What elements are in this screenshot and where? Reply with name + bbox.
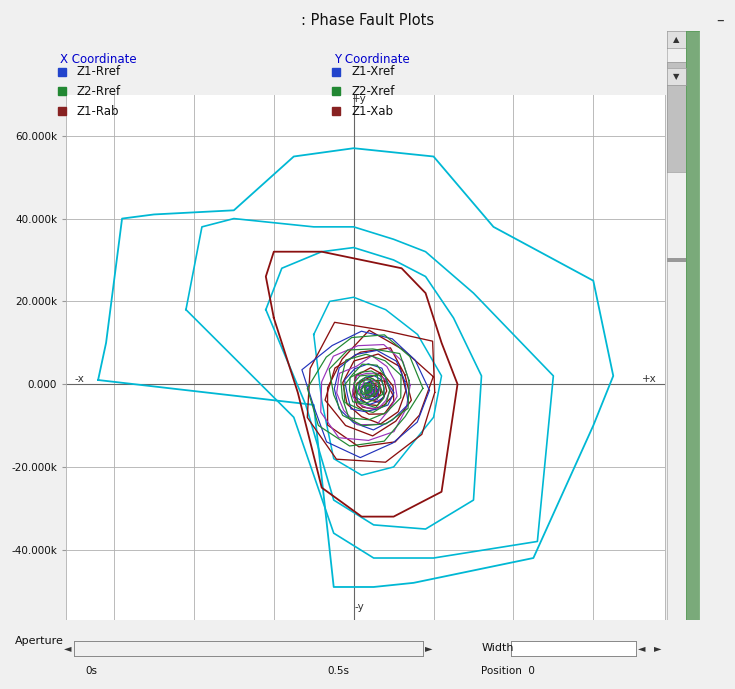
Text: Width: Width [481, 644, 514, 653]
Text: Aperture: Aperture [15, 636, 63, 646]
Text: ▲: ▲ [673, 35, 680, 44]
Text: Z1-Xref: Z1-Xref [351, 65, 395, 79]
Text: X Coordinate: X Coordinate [60, 53, 137, 65]
Text: Z1-Xab: Z1-Xab [351, 105, 393, 118]
Text: -x: -x [74, 374, 84, 384]
Text: : Phase Fault Plots: : Phase Fault Plots [301, 12, 434, 28]
Text: ◄: ◄ [638, 644, 645, 653]
Text: –: – [717, 12, 724, 28]
Text: 0.5s: 0.5s [327, 666, 349, 676]
Text: -y: -y [355, 601, 365, 612]
Text: 0s: 0s [86, 666, 98, 676]
Text: +y: +y [352, 94, 367, 105]
Text: Z2-Xref: Z2-Xref [351, 85, 395, 98]
Text: ►: ► [654, 644, 662, 653]
Text: Y Coordinate: Y Coordinate [334, 53, 410, 65]
Text: +x: +x [642, 374, 657, 384]
Text: Z1-Rab: Z1-Rab [77, 105, 119, 118]
Text: ◄: ◄ [64, 644, 71, 653]
Text: Z2-Rref: Z2-Rref [77, 85, 121, 98]
Text: ▼: ▼ [673, 72, 680, 81]
Text: Position  0: Position 0 [481, 666, 535, 676]
Text: ►: ► [425, 644, 432, 653]
Text: Z1-Rref: Z1-Rref [77, 65, 121, 79]
